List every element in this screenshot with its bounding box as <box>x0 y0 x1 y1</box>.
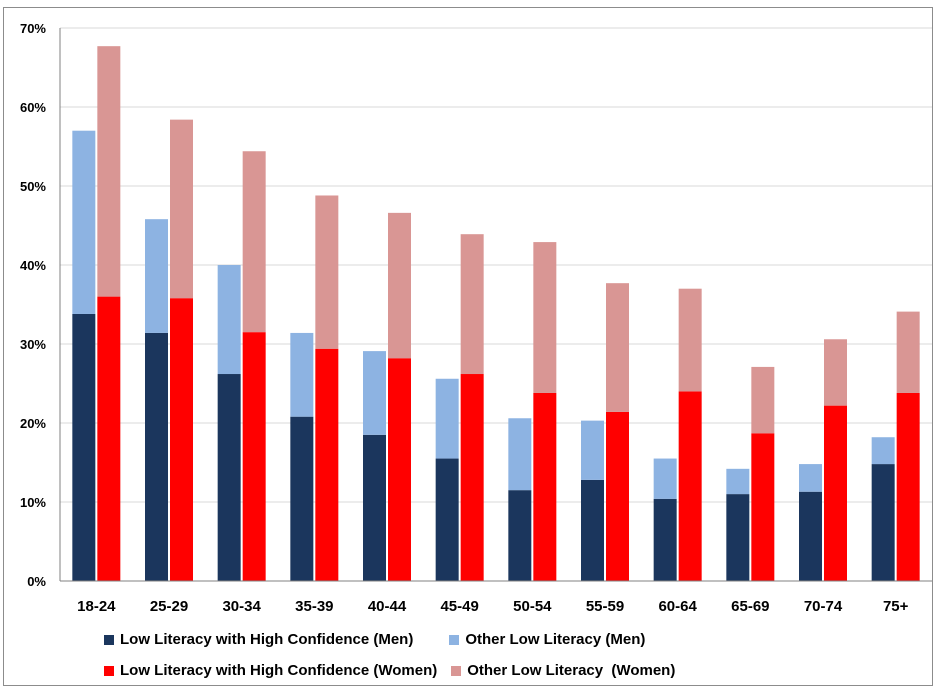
legend-swatch <box>449 634 460 645</box>
bar-segment <box>97 46 121 297</box>
y-tick-label: 50% <box>20 179 46 194</box>
bar-segment <box>726 468 750 495</box>
x-tick-label: 30-34 <box>222 598 261 615</box>
bar-segment <box>242 151 266 333</box>
x-axis-ticks: 18-24 25-29 30-34 35-39 40-44 45-49 50-54 55-59… <box>77 598 908 615</box>
bar-segment <box>871 464 895 581</box>
legend-swatch <box>104 665 114 676</box>
bar-segment <box>508 418 532 491</box>
bar-segment <box>242 332 266 581</box>
bar-segment <box>363 434 386 581</box>
y-tick-label: 30% <box>20 337 46 352</box>
bar-segment <box>290 416 314 581</box>
bar-segment <box>799 464 822 492</box>
bar-segment <box>606 283 629 412</box>
bar-segment <box>726 494 750 581</box>
bar-segment <box>751 366 775 434</box>
bar-segment <box>315 348 339 581</box>
bar-segment <box>678 391 702 581</box>
bar-segment <box>315 195 339 349</box>
bar-segment <box>678 288 702 392</box>
x-tick-label: 65-69 <box>731 598 769 615</box>
chart-frame <box>3 7 933 686</box>
bar-segment <box>145 219 168 333</box>
x-tick-label: 75+ <box>883 598 909 615</box>
y-tick-label: 0% <box>27 574 46 589</box>
bar-segment <box>751 433 775 581</box>
bar-segment <box>72 313 96 581</box>
bar-segment <box>388 212 411 359</box>
bar-segment <box>170 119 193 299</box>
bar-segment <box>896 311 920 393</box>
bar-segment <box>388 358 411 581</box>
bar-segment <box>363 351 386 435</box>
y-tick-label: 10% <box>20 495 46 510</box>
x-tick-label: 60-64 <box>658 598 697 615</box>
legend-label: Low Literacy with High Confidence (Women… <box>120 662 438 679</box>
legend-row-1: Low Literacy with High Confidence (Men) … <box>104 631 659 648</box>
bar-segment <box>72 130 96 314</box>
x-tick-label: 18-24 <box>77 598 116 615</box>
bar-segment <box>581 479 604 581</box>
legend-item-men-confident: Low Literacy with High Confidence (Men) <box>104 631 413 648</box>
bar-segment <box>896 392 920 581</box>
y-axis-ticks: 0% 10% 20% 30% 40% 50% 60% 70% <box>20 21 46 589</box>
bar-segment <box>170 298 193 581</box>
bar-segment <box>871 437 895 465</box>
bar-segment <box>824 405 847 581</box>
x-tick-label: 45-49 <box>440 598 478 615</box>
legend-label: Other Low Literacy (Women) <box>467 662 676 679</box>
legend-row-2: Low Literacy with High Confidence (Women… <box>104 662 689 679</box>
x-tick-label: 25-29 <box>150 598 188 615</box>
bar-segment <box>217 265 241 375</box>
bar-segment <box>824 339 847 406</box>
bar-segment <box>145 332 168 581</box>
y-tick-label: 40% <box>20 258 46 273</box>
bar-segment <box>653 458 677 499</box>
bar-segment <box>460 374 484 581</box>
bar-segment <box>799 491 822 581</box>
y-tick-label: 20% <box>20 416 46 431</box>
x-tick-label: 35-39 <box>295 598 333 615</box>
legend-label: Other Low Literacy (Men) <box>465 631 646 648</box>
y-tick-label: 60% <box>20 100 46 115</box>
legend-item-women-confident: Low Literacy with High Confidence (Women… <box>104 662 437 679</box>
x-tick-label: 55-59 <box>586 598 624 615</box>
legend-item-women-other: Other Low Literacy (Women) <box>451 662 675 679</box>
y-tick-label: 70% <box>20 21 46 36</box>
bar-segment <box>533 392 557 581</box>
bar-segment <box>460 234 484 375</box>
legend-item-men-other: Other Low Literacy (Men) <box>449 631 645 648</box>
bar-segment <box>606 411 629 581</box>
legend-swatch <box>451 665 462 676</box>
bar-segment <box>290 332 314 417</box>
bar-segment <box>435 378 459 459</box>
x-tick-label: 70-74 <box>804 598 843 615</box>
bar-segment <box>581 420 604 480</box>
x-tick-label: 40-44 <box>368 598 407 615</box>
bar-segment <box>653 498 677 581</box>
bar-segment <box>217 374 241 581</box>
bar-segment <box>97 296 121 581</box>
grid-lines <box>60 27 932 503</box>
legend-label: Low Literacy with High Confidence (Men) <box>120 631 414 648</box>
bar-segment <box>435 458 459 581</box>
legend-swatch <box>104 634 114 645</box>
x-tick-label: 50-54 <box>513 598 552 615</box>
bars <box>72 46 920 581</box>
bar-segment <box>533 242 557 393</box>
bar-segment <box>508 490 532 581</box>
